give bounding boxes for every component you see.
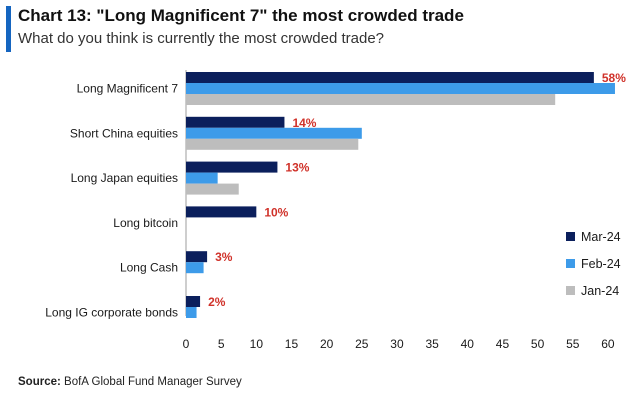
x-tick-label: 35	[425, 337, 439, 351]
x-tick-label: 25	[355, 337, 369, 351]
bar-mar-24	[186, 72, 594, 83]
data-label: 3%	[215, 250, 233, 264]
category-label: Long Japan equities	[71, 171, 178, 185]
bar-mar-24	[186, 116, 285, 128]
bar-jan-24	[186, 183, 239, 195]
source-note: Source: BofA Global Fund Manager Survey	[18, 376, 242, 388]
source-label: Source:	[18, 376, 61, 388]
category-label: Long Cash	[120, 261, 178, 275]
bar-jan-24	[186, 138, 359, 150]
bar-feb-24	[186, 307, 197, 318]
bar-feb-24	[186, 172, 218, 184]
x-tick-label: 5	[218, 337, 225, 351]
bar-mar-24	[186, 161, 278, 173]
bar-feb-24	[186, 127, 362, 139]
legend-swatch-feb-24	[566, 259, 575, 268]
x-tick-label: 55	[566, 337, 580, 351]
chart-title: Chart 13: "Long Magnificent 7" the most …	[18, 6, 464, 25]
x-tick-label: 0	[183, 337, 190, 351]
data-label: 2%	[208, 295, 226, 309]
x-tick-label: 50	[531, 337, 545, 351]
data-label: 10%	[264, 205, 288, 219]
bar-mar-24	[186, 296, 201, 307]
data-label: 13%	[285, 161, 309, 175]
data-label: 58%	[602, 71, 626, 85]
x-tick-label: 45	[496, 337, 510, 351]
data-label: 14%	[292, 116, 316, 130]
chart-subtitle: What do you think is currently the most …	[18, 30, 385, 47]
legend-label: Jan-24	[581, 284, 619, 298]
category-label: Long IG corporate bonds	[45, 306, 178, 320]
bar-feb-24	[186, 83, 615, 94]
legend-label: Mar-24	[581, 230, 621, 244]
category-label: Long Magnificent 7	[77, 82, 179, 96]
x-tick-label: 30	[390, 337, 404, 351]
bar-mar-24	[186, 251, 208, 263]
legend-swatch-mar-24	[566, 232, 575, 241]
title-accent-bar	[6, 6, 11, 52]
x-tick-label: 20	[320, 337, 334, 351]
x-tick-label: 10	[250, 337, 264, 351]
category-label: Short China equities	[70, 126, 178, 140]
category-label: Long bitcoin	[113, 216, 178, 230]
source-text: BofA Global Fund Manager Survey	[64, 376, 242, 388]
legend-label: Feb-24	[581, 257, 621, 271]
bar-jan-24	[186, 94, 556, 105]
bar-feb-24	[186, 262, 204, 274]
bar-mar-24	[186, 206, 257, 218]
x-tick-label: 60	[601, 337, 615, 351]
x-tick-label: 40	[461, 337, 475, 351]
x-tick-label: 15	[285, 337, 299, 351]
legend-swatch-jan-24	[566, 286, 575, 295]
